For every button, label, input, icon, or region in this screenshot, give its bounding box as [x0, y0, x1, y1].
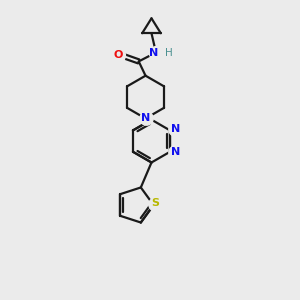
Text: N: N [171, 124, 180, 134]
Text: H: H [165, 47, 172, 58]
Text: S: S [151, 199, 159, 208]
Text: N: N [149, 47, 158, 58]
Text: N: N [141, 113, 150, 124]
Text: O: O [113, 50, 123, 61]
Text: N: N [171, 147, 180, 158]
